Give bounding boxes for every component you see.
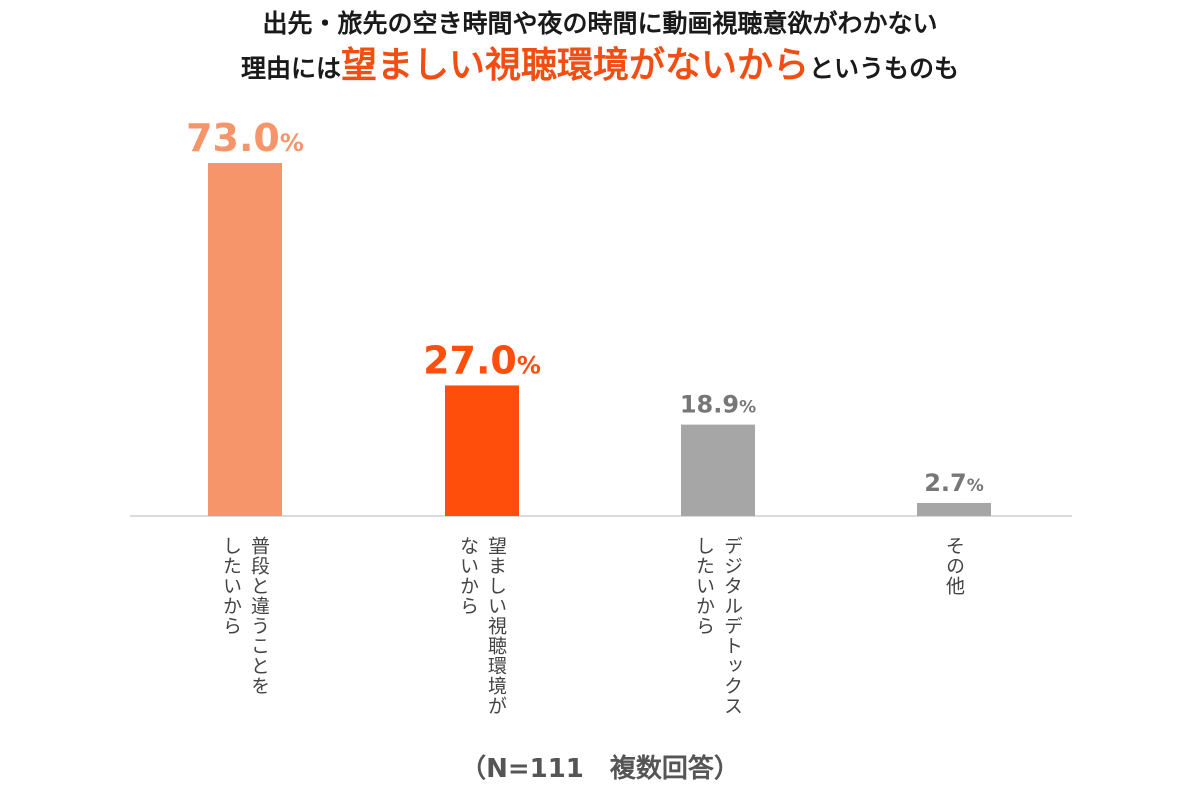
title-line-2-suffix: というものも xyxy=(809,54,960,83)
sample-note: （N=111 複数回答） xyxy=(460,754,740,784)
category-label-2-line-2: ないから xyxy=(457,536,479,616)
bar-3 xyxy=(681,424,755,516)
data-label-3: 18.9% xyxy=(680,391,756,419)
category-label-4-line-1: その他 xyxy=(943,536,965,596)
category-label-4: その他 xyxy=(943,536,965,596)
category-label-2: 望ましい視聴環境がないから xyxy=(457,536,507,716)
category-label-2-line-1: 望ましい視聴環境が xyxy=(485,536,507,716)
title-line-1: 出先・旅先の空き時間や夜の時間に動画視聴意欲がわかない xyxy=(262,9,938,38)
data-label-4: 2.7% xyxy=(924,469,984,497)
title-line-2-prefix: 理由には xyxy=(240,54,341,83)
bar-chart: 73.0%普段と違うことをしたいから27.0%望ましい視聴環境がないから18.9… xyxy=(130,116,1072,716)
title-line-2: 理由には望ましい視聴環境がないからというものも xyxy=(0,42,1200,93)
bar-2 xyxy=(445,385,519,516)
title-highlight: 望ましい視聴環境がないから xyxy=(340,45,809,86)
category-label-1-line-1: 普段と違うことを xyxy=(248,536,270,696)
category-label-3-line-2: したいから xyxy=(693,536,715,636)
bar-4 xyxy=(917,502,991,516)
data-label-2: 27.0% xyxy=(423,338,541,382)
category-label-1-line-2: したいから xyxy=(220,536,242,636)
category-label-3-line-1: デジタルデトックス xyxy=(721,536,743,716)
data-label-1: 73.0% xyxy=(186,116,304,160)
chart-title: 出先・旅先の空き時間や夜の時間に動画視聴意欲がわかない 理由には望ましい視聴環境… xyxy=(0,6,1200,93)
bar-1 xyxy=(208,163,282,516)
